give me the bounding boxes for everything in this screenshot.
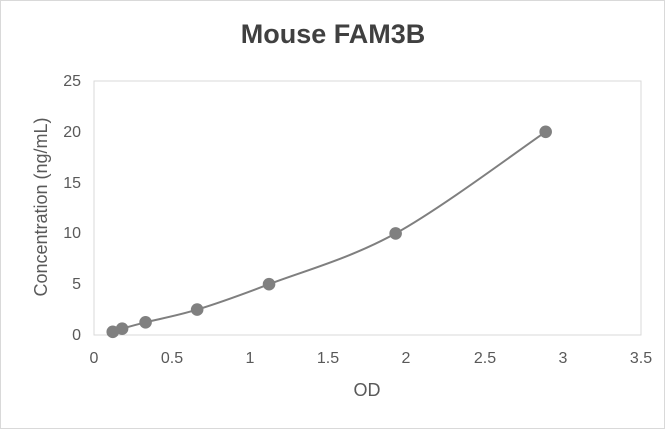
data-point	[115, 322, 129, 335]
x-tick-label: 2	[402, 350, 411, 367]
data-point	[262, 277, 276, 291]
x-tick-label: 3.5	[630, 350, 652, 367]
y-tick-label: 25	[63, 73, 81, 90]
y-tick-label: 0	[72, 327, 81, 344]
x-tick-label: 2.5	[474, 350, 496, 367]
y-tick-label: 20	[63, 124, 81, 141]
data-point	[139, 316, 152, 329]
y-tick-label: 15	[63, 175, 81, 192]
y-tick-label: 10	[63, 225, 81, 242]
x-tick-label: 1.5	[317, 350, 339, 367]
x-tick-label: 1	[246, 350, 255, 367]
x-tick-label: 3	[559, 350, 568, 367]
data-point	[389, 227, 402, 240]
x-tick-labels: 0 0.5 1 1.5 2 2.5 3 3.5	[90, 350, 653, 367]
plot-area	[93, 80, 642, 336]
y-axis-title: Concentration (ng/mL)	[31, 117, 51, 296]
data-series	[106, 125, 552, 339]
chart-title: Mouse FAM3B	[241, 19, 426, 49]
series-line	[112, 130, 547, 333]
x-tick-label: 0.5	[161, 350, 183, 367]
x-tick-label: 0	[90, 350, 99, 367]
x-axis-title: OD	[354, 380, 381, 400]
data-point	[539, 125, 552, 139]
data-point	[190, 303, 204, 316]
y-tick-label: 5	[72, 276, 81, 293]
y-tick-labels: 0 5 10 15 20 25	[63, 73, 81, 344]
